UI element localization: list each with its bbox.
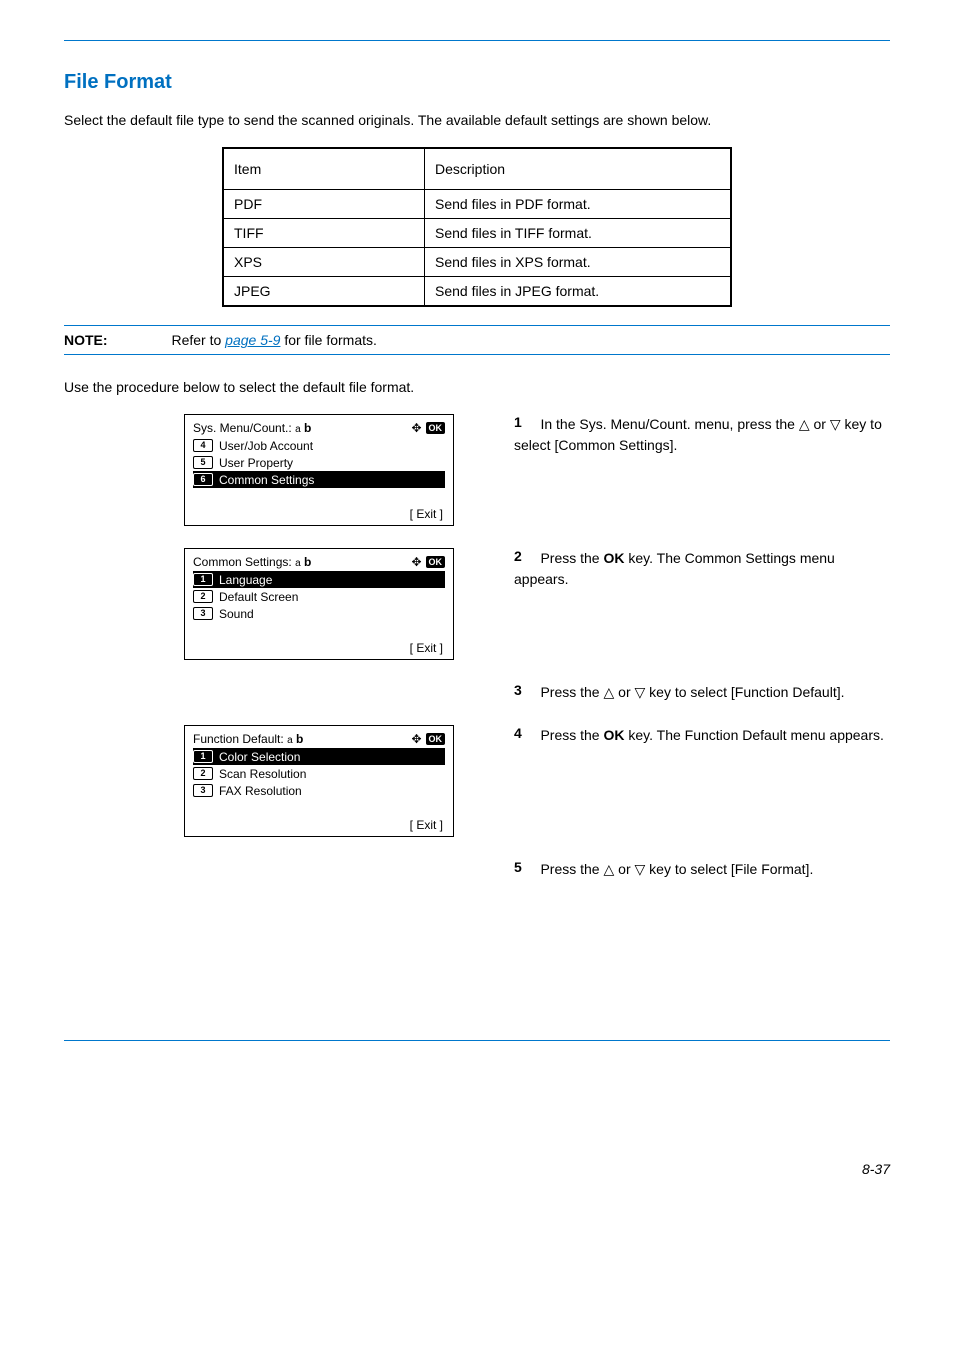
step-text: In the Sys. Menu/Count. menu, press the … bbox=[514, 416, 882, 453]
lcd-footer: [ Exit ] bbox=[410, 507, 443, 521]
step-number: 3 bbox=[514, 682, 536, 698]
lcd-line: 2Scan Resolution bbox=[193, 765, 445, 782]
note-label: NOTE: bbox=[64, 332, 108, 348]
lcd-line: 3Sound bbox=[193, 605, 445, 622]
cell: XPS bbox=[223, 248, 425, 277]
top-rule bbox=[64, 40, 890, 41]
lcd-line-selected: 1Language bbox=[193, 571, 445, 588]
cell: Send files in TIFF format. bbox=[425, 219, 732, 248]
nav-icon: ✥ bbox=[411, 732, 421, 746]
nav-icon: ✥ bbox=[411, 555, 421, 569]
ok-icon: OK bbox=[426, 556, 446, 568]
step-number: 5 bbox=[514, 859, 536, 875]
note-suffix: for file formats. bbox=[280, 332, 376, 348]
bottom-rule bbox=[64, 1040, 890, 1041]
section-title: File Format bbox=[64, 71, 890, 94]
step-text: Press the OK key. The Function Default m… bbox=[540, 727, 883, 743]
step-number: 2 bbox=[514, 548, 536, 564]
lcd-line: 4User/Job Account bbox=[193, 437, 445, 454]
lcd-footer: [ Exit ] bbox=[410, 818, 443, 832]
step-text: Press the △ or ▽ key to select [File For… bbox=[540, 861, 813, 877]
step-3: 3 Press the △ or ▽ key to select [Functi… bbox=[64, 682, 890, 703]
step-5: 5 Press the △ or ▽ key to select [File F… bbox=[64, 859, 890, 880]
step-text: Press the OK key. The Common Settings me… bbox=[514, 550, 835, 587]
lcd-line: 3FAX Resolution bbox=[193, 782, 445, 799]
lcd-panel-2: Common Settings: a b ✥ OK 1Language 2Def… bbox=[184, 548, 454, 660]
step-1: Sys. Menu/Count.: a b ✥ OK 4User/Job Acc… bbox=[64, 414, 890, 526]
note-block: NOTE: Refer to page 5-9 for file formats… bbox=[64, 325, 890, 355]
nav-icon: ✥ bbox=[411, 421, 421, 435]
cell: Send files in XPS format. bbox=[425, 248, 732, 277]
step-2: Common Settings: a b ✥ OK 1Language 2Def… bbox=[64, 548, 890, 660]
note-prefix: Refer to bbox=[171, 332, 225, 348]
cell: PDF bbox=[223, 190, 425, 219]
lcd-panel-1: Sys. Menu/Count.: a b ✥ OK 4User/Job Acc… bbox=[184, 414, 454, 526]
table-header-item: Item bbox=[223, 148, 425, 190]
table-row: PDF Send files in PDF format. bbox=[223, 190, 731, 219]
step-text: Press the △ or ▽ key to select [Function… bbox=[540, 684, 844, 700]
step-4: Function Default: a b ✥ OK 1Color Select… bbox=[64, 725, 890, 837]
note-link[interactable]: page 5-9 bbox=[225, 332, 280, 348]
table-header-desc: Description bbox=[425, 148, 732, 190]
step-number: 1 bbox=[514, 414, 536, 430]
lcd-line-selected: 6Common Settings bbox=[193, 471, 445, 488]
cell: JPEG bbox=[223, 277, 425, 307]
lcd-line: 2Default Screen bbox=[193, 588, 445, 605]
table-row: XPS Send files in XPS format. bbox=[223, 248, 731, 277]
lcd-line-selected: 1Color Selection bbox=[193, 748, 445, 765]
lcd-title: Common Settings: a b bbox=[193, 555, 311, 569]
cell: Send files in PDF format. bbox=[425, 190, 732, 219]
file-format-table: Item Description PDF Send files in PDF f… bbox=[222, 147, 732, 307]
cell: Send files in JPEG format. bbox=[425, 277, 732, 307]
ok-icon: OK bbox=[426, 422, 446, 434]
table-row: JPEG Send files in JPEG format. bbox=[223, 277, 731, 307]
page-footer: 8-37 bbox=[64, 1161, 890, 1177]
ok-icon: OK bbox=[426, 733, 446, 745]
instruction-text: Use the procedure below to select the de… bbox=[64, 377, 890, 398]
page-number: 8-37 bbox=[862, 1161, 890, 1177]
lcd-panel-3: Function Default: a b ✥ OK 1Color Select… bbox=[184, 725, 454, 837]
step-number: 4 bbox=[514, 725, 536, 741]
lcd-title: Function Default: a b bbox=[193, 732, 303, 746]
table-row: TIFF Send files in TIFF format. bbox=[223, 219, 731, 248]
lcd-footer: [ Exit ] bbox=[410, 641, 443, 655]
lcd-title: Sys. Menu/Count.: a b bbox=[193, 421, 311, 435]
intro-text: Select the default file type to send the… bbox=[64, 110, 890, 131]
cell: TIFF bbox=[223, 219, 425, 248]
lcd-line: 5User Property bbox=[193, 454, 445, 471]
